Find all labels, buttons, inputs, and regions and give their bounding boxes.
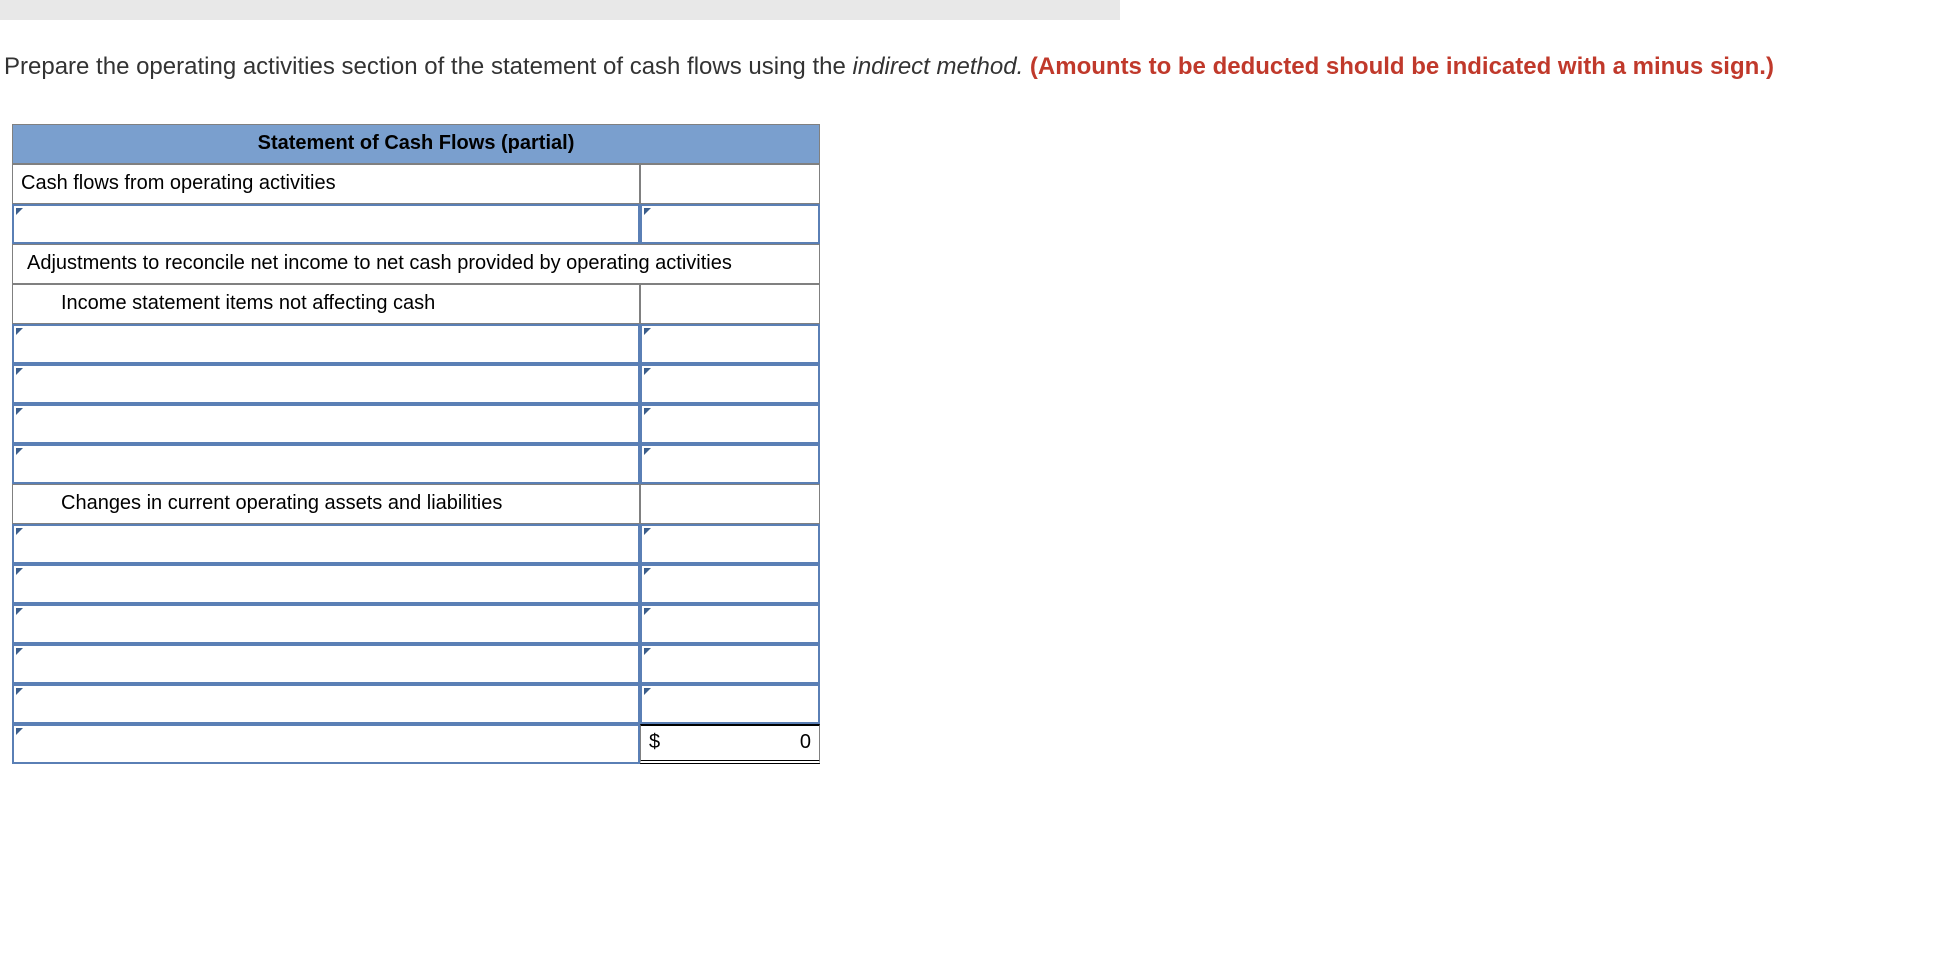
input-row — [12, 564, 820, 604]
input-row — [12, 444, 820, 484]
empty-value-cell — [640, 164, 820, 204]
dropdown-marker-icon — [644, 368, 651, 375]
dropdown-marker-icon — [16, 368, 23, 375]
dropdown-marker-icon — [644, 328, 651, 335]
value-input[interactable] — [640, 204, 820, 244]
instruction-text: Prepare the operating activities section… — [4, 50, 1946, 84]
input-row — [12, 404, 820, 444]
desc-input[interactable] — [12, 524, 640, 564]
dropdown-marker-icon — [644, 568, 651, 575]
total-row: $ 0 — [12, 724, 820, 764]
desc-input[interactable] — [12, 644, 640, 684]
desc-input[interactable] — [12, 404, 640, 444]
empty-value-cell — [640, 284, 820, 324]
dropdown-marker-icon — [16, 608, 23, 615]
dropdown-marker-icon — [644, 608, 651, 615]
instruction-italic: indirect method. — [852, 53, 1023, 80]
desc-input[interactable] — [12, 564, 640, 604]
desc-input[interactable] — [12, 204, 640, 244]
input-row — [12, 644, 820, 684]
dropdown-marker-icon — [644, 688, 651, 695]
input-row — [12, 604, 820, 644]
dropdown-marker-icon — [16, 448, 23, 455]
dropdown-marker-icon — [16, 208, 23, 215]
desc-input[interactable] — [12, 684, 640, 724]
dropdown-marker-icon — [16, 328, 23, 335]
dropdown-marker-icon — [644, 528, 651, 535]
desc-input[interactable] — [12, 324, 640, 364]
dropdown-marker-icon — [16, 408, 23, 415]
input-row — [12, 524, 820, 564]
currency-symbol: $ — [649, 731, 664, 754]
value-input[interactable] — [640, 604, 820, 644]
value-input[interactable] — [640, 644, 820, 684]
input-row — [12, 204, 820, 244]
cash-flow-table: Statement of Cash Flows (partial) Cash f… — [12, 124, 820, 764]
adjustments-label: Adjustments to reconcile net income to n… — [12, 244, 820, 284]
top-gray-bar — [0, 0, 1120, 20]
input-row — [12, 684, 820, 724]
dropdown-marker-icon — [16, 648, 23, 655]
total-value: 0 — [664, 731, 811, 754]
instruction-red: (Amounts to be deducted should be indica… — [1023, 53, 1774, 80]
section-header-label: Cash flows from operating activities — [12, 164, 640, 204]
value-input[interactable] — [640, 364, 820, 404]
desc-input[interactable] — [12, 604, 640, 644]
value-input[interactable] — [640, 404, 820, 444]
income-items-row: Income statement items not affecting cas… — [12, 284, 820, 324]
instruction-part1: Prepare the operating activities section… — [4, 53, 852, 80]
value-input[interactable] — [640, 324, 820, 364]
value-input[interactable] — [640, 564, 820, 604]
input-row — [12, 364, 820, 404]
dropdown-marker-icon — [644, 408, 651, 415]
value-input[interactable] — [640, 444, 820, 484]
total-value-cell: $ 0 — [640, 724, 820, 764]
total-desc-input[interactable] — [12, 724, 640, 764]
dropdown-marker-icon — [16, 528, 23, 535]
input-row — [12, 324, 820, 364]
adjustments-row: Adjustments to reconcile net income to n… — [12, 244, 820, 284]
desc-input[interactable] — [12, 444, 640, 484]
section-header-row: Cash flows from operating activities — [12, 164, 820, 204]
title-row: Statement of Cash Flows (partial) — [12, 124, 820, 164]
value-input[interactable] — [640, 524, 820, 564]
changes-row: Changes in current operating assets and … — [12, 484, 820, 524]
dropdown-marker-icon — [16, 728, 23, 735]
empty-value-cell — [640, 484, 820, 524]
dropdown-marker-icon — [644, 448, 651, 455]
value-input[interactable] — [640, 684, 820, 724]
dropdown-marker-icon — [16, 688, 23, 695]
dropdown-marker-icon — [644, 208, 651, 215]
dropdown-marker-icon — [644, 648, 651, 655]
desc-input[interactable] — [12, 364, 640, 404]
page-root: Prepare the operating activities section… — [0, 0, 1946, 764]
table-title: Statement of Cash Flows (partial) — [12, 124, 820, 164]
income-items-label: Income statement items not affecting cas… — [12, 284, 640, 324]
changes-label: Changes in current operating assets and … — [12, 484, 640, 524]
dropdown-marker-icon — [16, 568, 23, 575]
